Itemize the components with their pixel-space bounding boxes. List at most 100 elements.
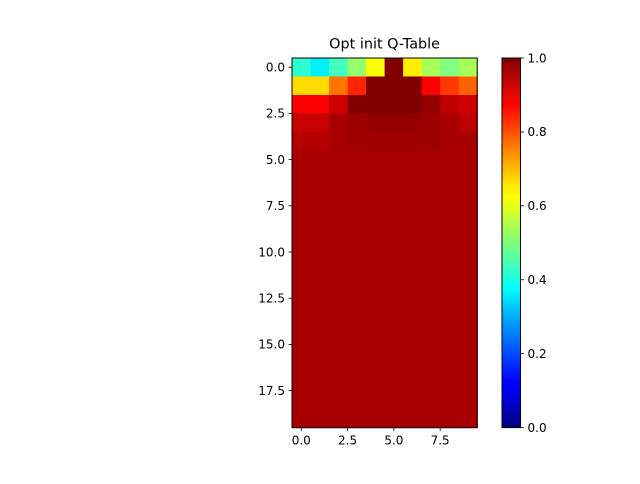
heatmap-cell <box>366 261 386 281</box>
y-tick-label: 10.0 <box>258 245 285 259</box>
heatmap-cell <box>366 298 386 318</box>
heatmap-cell <box>310 372 330 392</box>
x-axis: 0.0 2.5 5.0 7.5 <box>292 427 450 448</box>
heatmap-cell <box>384 261 404 281</box>
heatmap-cell <box>310 187 330 207</box>
heatmap-cell <box>440 242 460 262</box>
heatmap-cell <box>366 113 386 133</box>
heatmap-cell <box>329 242 349 262</box>
heatmap-cell <box>329 224 349 244</box>
heatmap-cell <box>384 131 404 151</box>
y-tick-label: 12.5 <box>258 292 285 306</box>
heatmap-cell <box>421 298 441 318</box>
heatmap-cell <box>347 113 367 133</box>
heatmap-cell <box>421 353 441 373</box>
heatmap-cell <box>292 168 312 188</box>
heatmap-cell <box>329 298 349 318</box>
heatmap-cell <box>403 76 423 96</box>
heatmap-cell <box>329 58 349 78</box>
heatmap-cell <box>310 409 330 429</box>
heatmap-cell <box>366 372 386 392</box>
colorbar-tick-label: 0.8 <box>528 125 547 139</box>
heatmap-cell <box>347 94 367 115</box>
heatmap-cell <box>403 224 423 244</box>
heatmap-cell <box>347 150 367 170</box>
heatmap-cell <box>421 168 441 188</box>
heatmap-cell <box>329 335 349 355</box>
heatmap-cell <box>310 205 330 225</box>
heatmap-cell <box>366 279 386 299</box>
heatmap-cell <box>292 205 312 225</box>
heatmap-cell <box>384 409 404 429</box>
heatmap-cell <box>292 261 312 281</box>
heatmap-cell <box>458 187 478 207</box>
heatmap-cell <box>310 316 330 336</box>
heatmap-cell <box>366 353 386 373</box>
heatmap-cell <box>347 131 367 151</box>
heatmap-cell <box>347 298 367 318</box>
heatmap-cell <box>292 58 312 78</box>
heatmap-cell <box>384 205 404 225</box>
heatmap-cell <box>329 279 349 299</box>
heatmap-cell <box>347 372 367 392</box>
heatmap-cell <box>347 261 367 281</box>
heatmap-cell <box>347 242 367 262</box>
heatmap-cell <box>366 316 386 336</box>
heatmap-cell <box>347 187 367 207</box>
colorbar-tick-label: 0.4 <box>528 273 547 287</box>
heatmap-cell <box>440 76 460 96</box>
heatmap-cell <box>310 150 330 170</box>
heatmap-cell <box>458 353 478 373</box>
heatmap-cell <box>458 224 478 244</box>
heatmap-cell <box>366 76 386 96</box>
heatmap-cell <box>421 76 441 96</box>
heatmap-cell <box>421 279 441 299</box>
heatmap-cell <box>403 335 423 355</box>
heatmap-cell <box>347 76 367 96</box>
heatmap-cell <box>310 224 330 244</box>
heatmap-cell <box>403 187 423 207</box>
heatmap-cell <box>403 390 423 410</box>
heatmap-cell <box>329 168 349 188</box>
heatmap-cell <box>329 150 349 170</box>
heatmap-cell <box>421 316 441 336</box>
heatmap-cell <box>403 94 423 115</box>
heatmap-cell <box>421 335 441 355</box>
heatmap-cell <box>458 316 478 336</box>
y-tick-label: 15.0 <box>258 338 285 352</box>
heatmap-cell <box>292 150 312 170</box>
heatmap-cell <box>384 279 404 299</box>
heatmap-cell <box>292 298 312 318</box>
heatmap-cell <box>292 224 312 244</box>
heatmap-cell <box>421 242 441 262</box>
heatmap-cell <box>440 205 460 225</box>
heatmap-cell <box>458 168 478 188</box>
heatmap-cell <box>292 76 312 96</box>
heatmap-cell <box>403 279 423 299</box>
heatmap-cell <box>403 150 423 170</box>
heatmap-cell <box>403 298 423 318</box>
heatmap-cell <box>421 390 441 410</box>
heatmap-cell <box>458 76 478 96</box>
heatmap-cell <box>329 261 349 281</box>
heatmap-cell <box>366 224 386 244</box>
heatmap-cell <box>421 409 441 429</box>
heatmap-cell <box>366 58 386 78</box>
colorbar-axis: 0.0 0.2 0.4 0.6 0.8 1.0 <box>520 51 547 435</box>
heatmap-cell <box>347 409 367 429</box>
heatmap-cell <box>384 224 404 244</box>
y-tick-label: 5.0 <box>266 153 285 167</box>
heatmap-cell <box>292 94 312 115</box>
heatmap-cell <box>329 390 349 410</box>
heatmap-cell <box>440 58 460 78</box>
heatmap-cell <box>384 168 404 188</box>
heatmap-cell <box>310 335 330 355</box>
heatmap-cell <box>440 94 460 115</box>
heatmap-cell <box>421 372 441 392</box>
heatmap-cell <box>421 261 441 281</box>
heatmap-cell <box>458 390 478 410</box>
heatmap-cell <box>292 113 312 133</box>
heatmap-cell <box>384 58 404 78</box>
x-tick-label: 5.0 <box>384 434 403 448</box>
